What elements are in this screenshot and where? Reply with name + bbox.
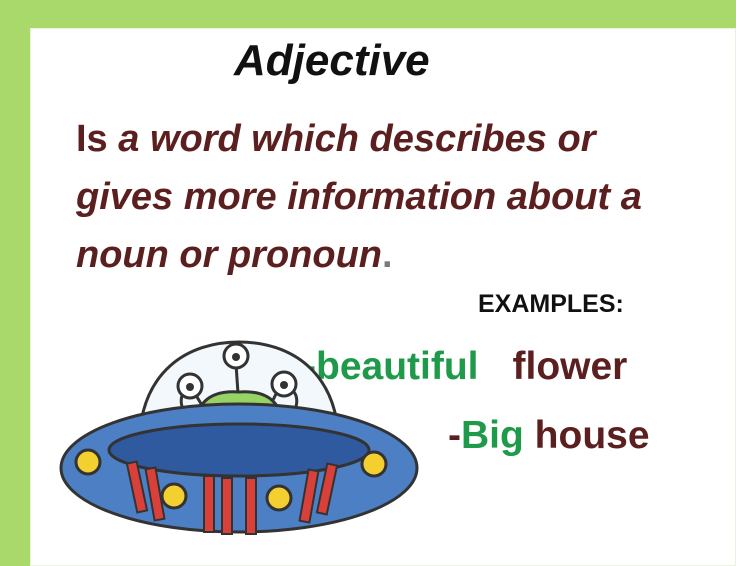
example-adjective: beautiful [316, 345, 479, 388]
examples-label: EXAMPLES: [478, 290, 624, 318]
definition-end-mark: . [382, 234, 393, 276]
example-noun: flower [512, 345, 628, 388]
slide-title: Adjective [234, 36, 430, 85]
example-adjective: Big [461, 414, 524, 457]
example-item: -Big house [448, 414, 650, 458]
example-prefix: - [448, 414, 461, 457]
definition-lead: Is [76, 118, 119, 160]
example-noun: house [534, 414, 650, 457]
alien-ufo-icon [59, 340, 419, 535]
definition-body: a word which describes or gives more inf… [76, 118, 642, 276]
definition-text: Is a word which describes or gives more … [76, 110, 676, 284]
